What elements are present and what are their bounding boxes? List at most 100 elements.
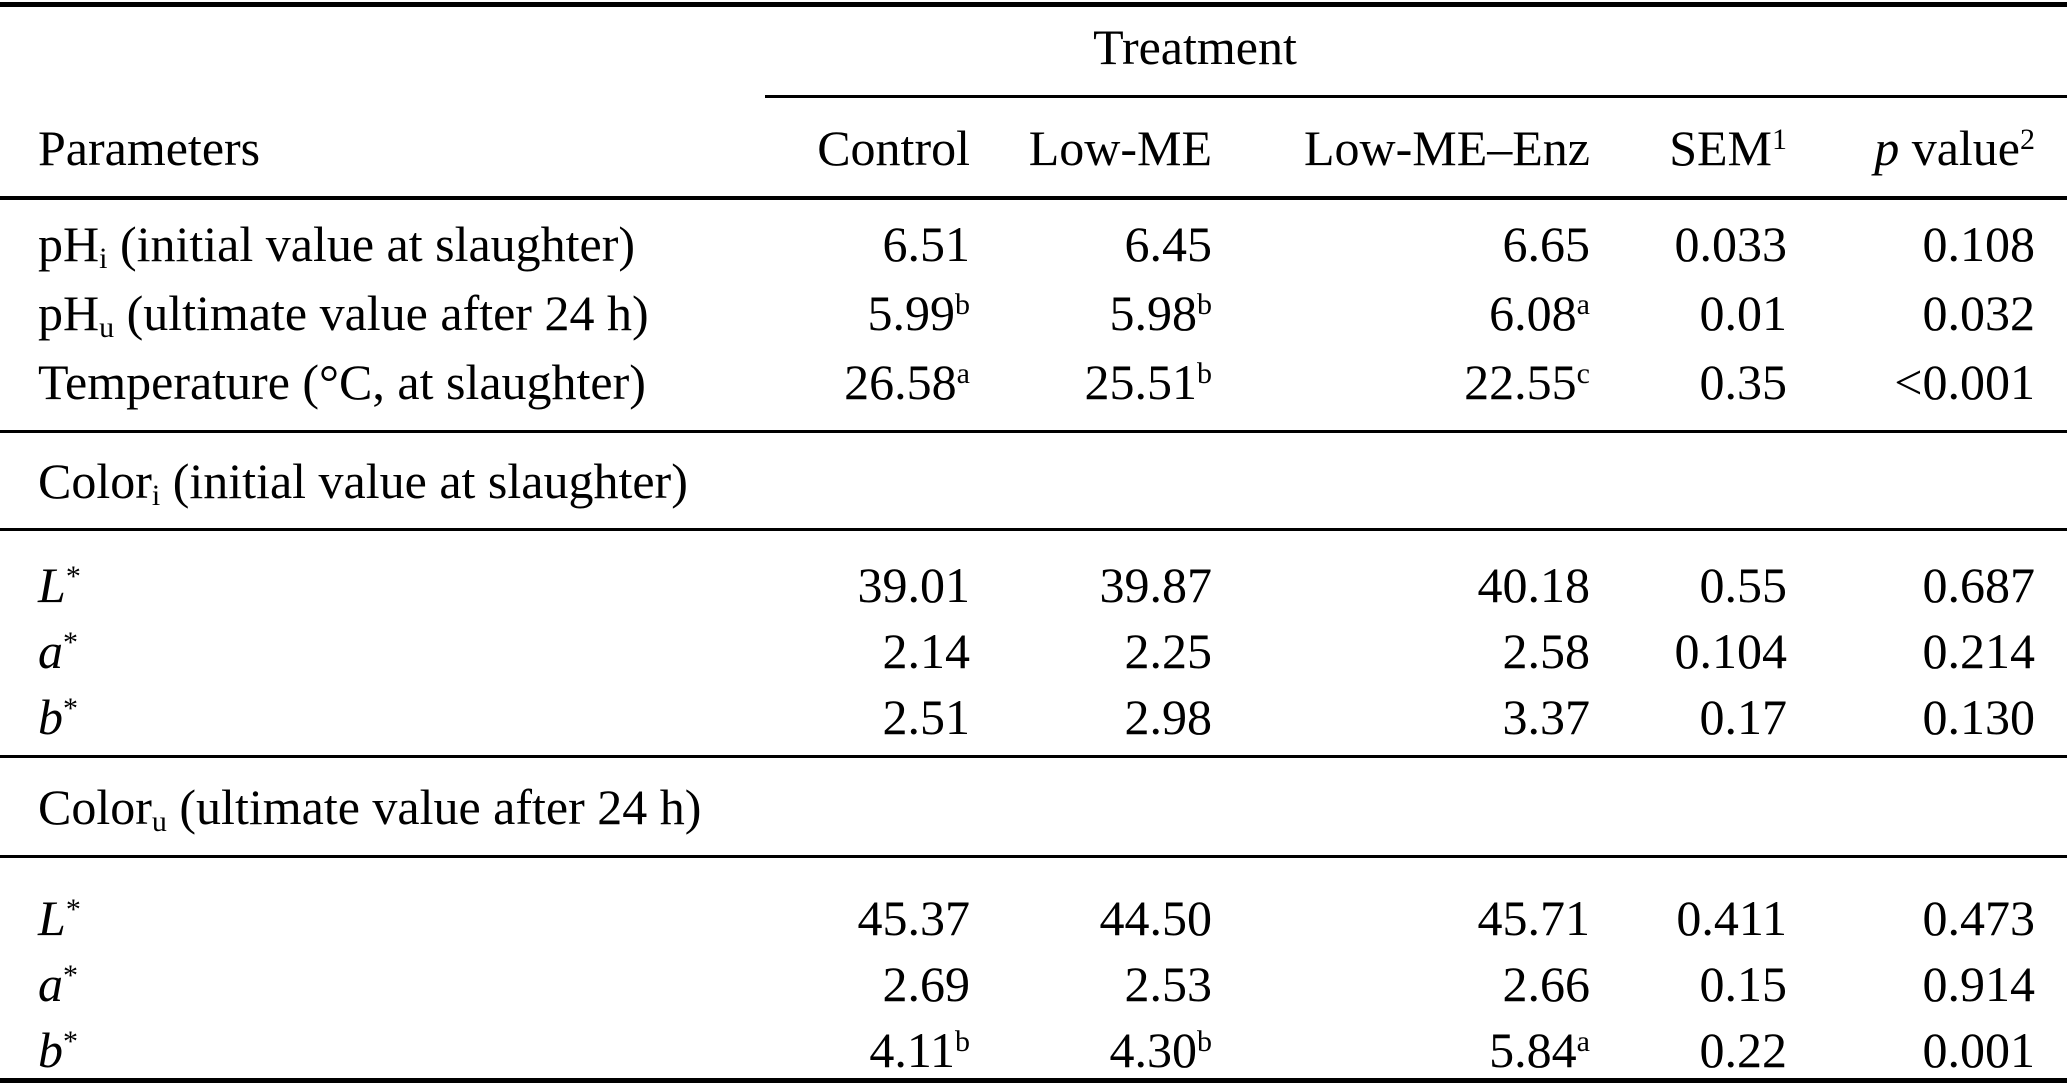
row-label-superscript: * — [65, 892, 81, 926]
cell-value: 2.58 — [1502, 623, 1591, 679]
table-row: L* 39.01 39.87 40.18 0.55 0.687 — [0, 551, 2035, 619]
cell-p-value: 0.108 — [1787, 215, 2036, 273]
cell-value: 2.69 — [882, 956, 971, 1012]
cell-sem: 0.17 — [1590, 688, 1788, 746]
cell-value: 44.50 — [1099, 890, 1213, 946]
cell-low-me-enz: 3.37 — [1212, 688, 1591, 746]
cell-value: 6.45 — [1124, 216, 1213, 272]
cell-low-me-enz: 40.18 — [1212, 556, 1591, 614]
cell-value: <0.001 — [1894, 354, 2035, 410]
rule-treatment-underline — [765, 95, 2067, 98]
section-row: Colori (initial value at slaughter) — [0, 447, 2035, 515]
table-row: pHi (initial value at slaughter) 6.51 6.… — [0, 210, 2035, 278]
cell-control: 39.01 — [765, 556, 971, 614]
row-label: Temperature (°C, at slaughter) — [0, 353, 765, 411]
table-row: a* 2.69 2.53 2.66 0.15 0.914 — [0, 950, 2035, 1018]
table-row: a* 2.14 2.25 2.58 0.104 0.214 — [0, 617, 2035, 685]
cell-superscript: a — [1576, 1024, 1590, 1058]
cell-low-me: 2.98 — [970, 688, 1213, 746]
cell-value: 0.35 — [1699, 354, 1788, 410]
cell-low-me: 25.51b — [970, 353, 1213, 411]
row-label: L* — [0, 889, 765, 947]
header-sem: SEM1 — [1590, 119, 1787, 177]
rule-top — [0, 2, 2067, 7]
row-label-rest: (ultimate value after 24 h) — [114, 285, 649, 341]
cell-p-value: 0.473 — [1787, 889, 2036, 947]
cell-value: 6.65 — [1502, 216, 1591, 272]
cell-sem: 0.033 — [1590, 215, 1788, 273]
cell-value: 25.51 — [1084, 354, 1198, 410]
cell-value: 0.55 — [1699, 557, 1788, 613]
section-row: Coloru (ultimate value after 24 h) — [0, 773, 2035, 841]
cell-sem: 0.35 — [1590, 353, 1788, 411]
cell-low-me-enz: 2.66 — [1212, 955, 1591, 1013]
cell-low-me: 6.45 — [970, 215, 1213, 273]
cell-value: 0.001 — [1922, 1022, 2036, 1078]
table-row: b* 4.11b 4.30b 5.84a 0.22 0.001 — [0, 1016, 2035, 1084]
cell-value: 2.53 — [1124, 956, 1213, 1012]
cell-sem: 0.01 — [1590, 284, 1788, 342]
cell-value: 0.473 — [1922, 890, 2036, 946]
cell-sem: 0.411 — [1590, 889, 1787, 947]
cell-value: 0.411 — [1676, 890, 1787, 946]
cell-value: 3.37 — [1502, 689, 1591, 745]
cell-low-me: 2.53 — [970, 955, 1213, 1013]
cell-superscript: b — [1197, 1024, 1212, 1058]
header-p-footnote-marker: 2 — [2020, 122, 2035, 156]
cell-control: 2.14 — [765, 622, 971, 680]
rule-header-bottom — [0, 196, 2067, 200]
header-sem-footnote-marker: 1 — [1772, 122, 1787, 156]
header-p-value: p value2 — [1787, 119, 2035, 177]
header-low-me-enz: Low-ME–Enz — [1303, 120, 1590, 176]
cell-value: 26.58 — [844, 354, 957, 410]
cell-superscript: c — [1576, 356, 1590, 390]
table-row: L* 45.37 44.50 45.71 0.411 0.473 — [0, 884, 2035, 952]
header-control: Control — [817, 120, 970, 176]
cell-value: 5.99 — [867, 285, 956, 341]
row-label-main: b — [38, 1022, 63, 1078]
cell-control: 6.51 — [765, 215, 971, 273]
row-label: L* — [0, 556, 765, 614]
cell-value: 45.71 — [1477, 890, 1591, 946]
row-label: a* — [0, 622, 765, 680]
cell-low-me-enz: 6.65 — [1212, 215, 1591, 273]
row-label-main: pH — [38, 285, 100, 341]
cell-low-me-enz: 5.84a — [1212, 1021, 1590, 1079]
treatment-span-header: Treatment — [1093, 19, 1297, 75]
cell-value: 2.14 — [882, 623, 971, 679]
cell-value: 6.51 — [882, 216, 971, 272]
cell-superscript: b — [955, 1024, 970, 1058]
cell-p-value: 0.214 — [1787, 622, 2036, 680]
cell-sem: 0.15 — [1590, 955, 1788, 1013]
rule-section-colori-bottom — [0, 528, 2067, 531]
cell-low-me: 4.30b — [970, 1021, 1213, 1079]
cell-value: 5.98 — [1109, 285, 1198, 341]
cell-p-value: 0.001 — [1787, 1021, 2036, 1079]
cell-value: 2.51 — [882, 689, 971, 745]
section-label: Coloru (ultimate value after 24 h) — [0, 778, 765, 836]
row-label-superscript: * — [63, 625, 78, 659]
cell-value: 39.87 — [1099, 557, 1213, 613]
row-label-main: L — [38, 890, 66, 946]
cell-value: 40.18 — [1477, 557, 1591, 613]
row-label-superscript: * — [63, 1024, 78, 1058]
rule-section-colori-top — [0, 430, 2067, 433]
row-label-main: L — [38, 557, 66, 613]
cell-value: 4.11 — [869, 1022, 955, 1078]
row-label-main: a — [38, 623, 63, 679]
row-label: a* — [0, 955, 765, 1013]
section-label: Colori (initial value at slaughter) — [0, 452, 765, 510]
cell-value: 6.08 — [1489, 285, 1577, 341]
cell-control: 45.37 — [765, 889, 971, 947]
cell-low-me: 44.50 — [970, 889, 1213, 947]
row-label-main: a — [38, 956, 63, 1012]
row-label-subscript: u — [99, 310, 115, 344]
cell-low-me: 2.25 — [970, 622, 1213, 680]
cell-value: 0.108 — [1922, 216, 2036, 272]
cell-control: 26.58a — [765, 353, 970, 411]
cell-p-value: <0.001 — [1787, 353, 2035, 411]
rule-bottom — [0, 1078, 2067, 1083]
cell-value: 2.66 — [1502, 956, 1591, 1012]
cell-value: 0.15 — [1699, 956, 1788, 1012]
